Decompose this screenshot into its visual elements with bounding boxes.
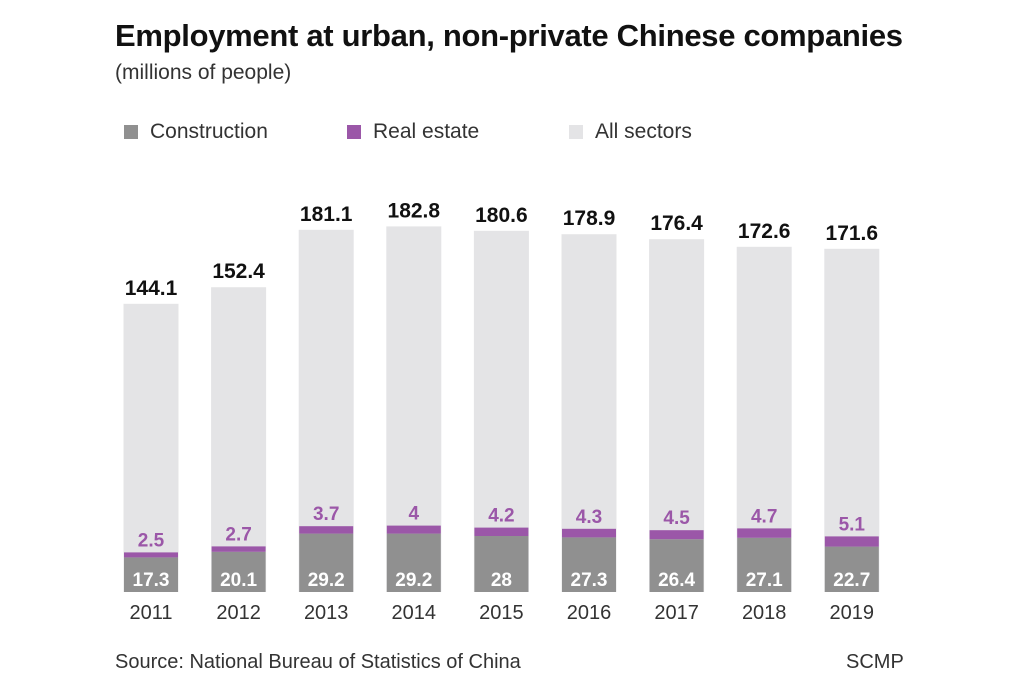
- label-real-estate-2014: 4: [409, 504, 420, 525]
- chart-legend: Construction Real estate All sectors: [0, 120, 1024, 150]
- x-tick-2016: 2016: [567, 602, 612, 624]
- bar-construction-2019: [824, 546, 879, 592]
- label-all-sectors-2013: 181.1: [300, 203, 353, 226]
- bar-real-estate-2014: [386, 525, 441, 534]
- legend-swatch-construction: [124, 125, 138, 139]
- bar-real-estate-2013: [299, 526, 354, 534]
- label-construction-2018: 27.1: [746, 570, 783, 591]
- label-construction-2017: 26.4: [658, 570, 695, 591]
- label-real-estate-2011: 2.5: [138, 530, 165, 551]
- x-tick-2015: 2015: [479, 602, 524, 624]
- bar-construction-2012: [211, 551, 266, 592]
- legend-label-all-sectors: All sectors: [595, 120, 692, 143]
- label-construction-2016: 27.3: [571, 570, 608, 591]
- legend-swatch-all-sectors: [569, 125, 583, 139]
- x-tick-2013: 2013: [304, 602, 349, 624]
- label-all-sectors-2015: 180.6: [475, 204, 528, 227]
- bar-real-estate-2016: [562, 528, 616, 538]
- bar-construction-2017: [649, 539, 704, 592]
- bar-construction-2011: [124, 557, 178, 592]
- label-construction-2019: 22.7: [833, 570, 870, 591]
- x-tick-2018: 2018: [742, 602, 787, 624]
- label-real-estate-2012: 2.7: [225, 524, 251, 545]
- bar-construction-2016: [562, 537, 616, 592]
- x-tick-2017: 2017: [654, 602, 699, 624]
- bar-all-sectors-2012: [211, 287, 267, 592]
- bar-construction-2015: [474, 536, 529, 592]
- legend-label-construction: Construction: [150, 120, 268, 143]
- x-tick-2012: 2012: [216, 602, 261, 624]
- bar-all-sectors-2011: [123, 303, 179, 592]
- bar-construction-2014: [386, 533, 441, 592]
- credit-label: SCMP: [846, 651, 904, 673]
- label-construction-2012: 20.1: [220, 570, 257, 591]
- label-all-sectors-2019: 171.6: [826, 222, 879, 245]
- label-all-sectors-2017: 176.4: [650, 212, 703, 235]
- label-all-sectors-2016: 178.9: [563, 207, 616, 230]
- bar-real-estate-2011: [124, 552, 178, 558]
- x-tick-2011: 2011: [129, 602, 172, 624]
- label-all-sectors-2011: 144.1: [125, 277, 178, 300]
- chart-subtitle: (millions of people): [115, 61, 292, 84]
- chart-title: Employment at urban, non-private Chinese…: [115, 18, 903, 53]
- bar-all-sectors-2019: [824, 248, 880, 593]
- label-real-estate-2018: 4.7: [751, 506, 777, 527]
- x-tick-2014: 2014: [392, 602, 437, 624]
- label-all-sectors-2018: 172.6: [738, 220, 791, 243]
- legend-item-all-sectors: All sectors: [569, 120, 692, 144]
- legend-swatch-real-estate: [347, 125, 361, 139]
- bar-real-estate-2015: [474, 527, 529, 536]
- label-construction-2013: 29.2: [308, 570, 345, 591]
- label-real-estate-2016: 4.3: [576, 507, 602, 528]
- x-tick-2019: 2019: [830, 602, 875, 624]
- label-all-sectors-2012: 152.4: [212, 260, 265, 283]
- label-real-estate-2017: 4.5: [663, 508, 690, 529]
- bar-real-estate-2012: [211, 546, 266, 552]
- bar-construction-2013: [299, 533, 354, 592]
- label-real-estate-2019: 5.1: [839, 514, 866, 535]
- bar-real-estate-2017: [649, 530, 704, 540]
- source-note: Source: National Bureau of Statistics of…: [115, 651, 521, 673]
- legend-label-real-estate: Real estate: [373, 120, 480, 143]
- label-construction-2011: 17.3: [133, 570, 170, 591]
- bar-construction-2018: [737, 537, 792, 592]
- bar-real-estate-2019: [824, 536, 879, 547]
- label-all-sectors-2014: 182.8: [388, 199, 441, 222]
- label-real-estate-2013: 3.7: [313, 504, 339, 525]
- legend-item-real-estate: Real estate: [347, 120, 479, 144]
- bar-real-estate-2018: [737, 528, 792, 538]
- legend-item-construction: Construction: [124, 120, 268, 144]
- label-real-estate-2015: 4.2: [488, 506, 514, 527]
- label-construction-2014: 29.2: [395, 570, 432, 591]
- label-construction-2015: 28: [491, 570, 512, 591]
